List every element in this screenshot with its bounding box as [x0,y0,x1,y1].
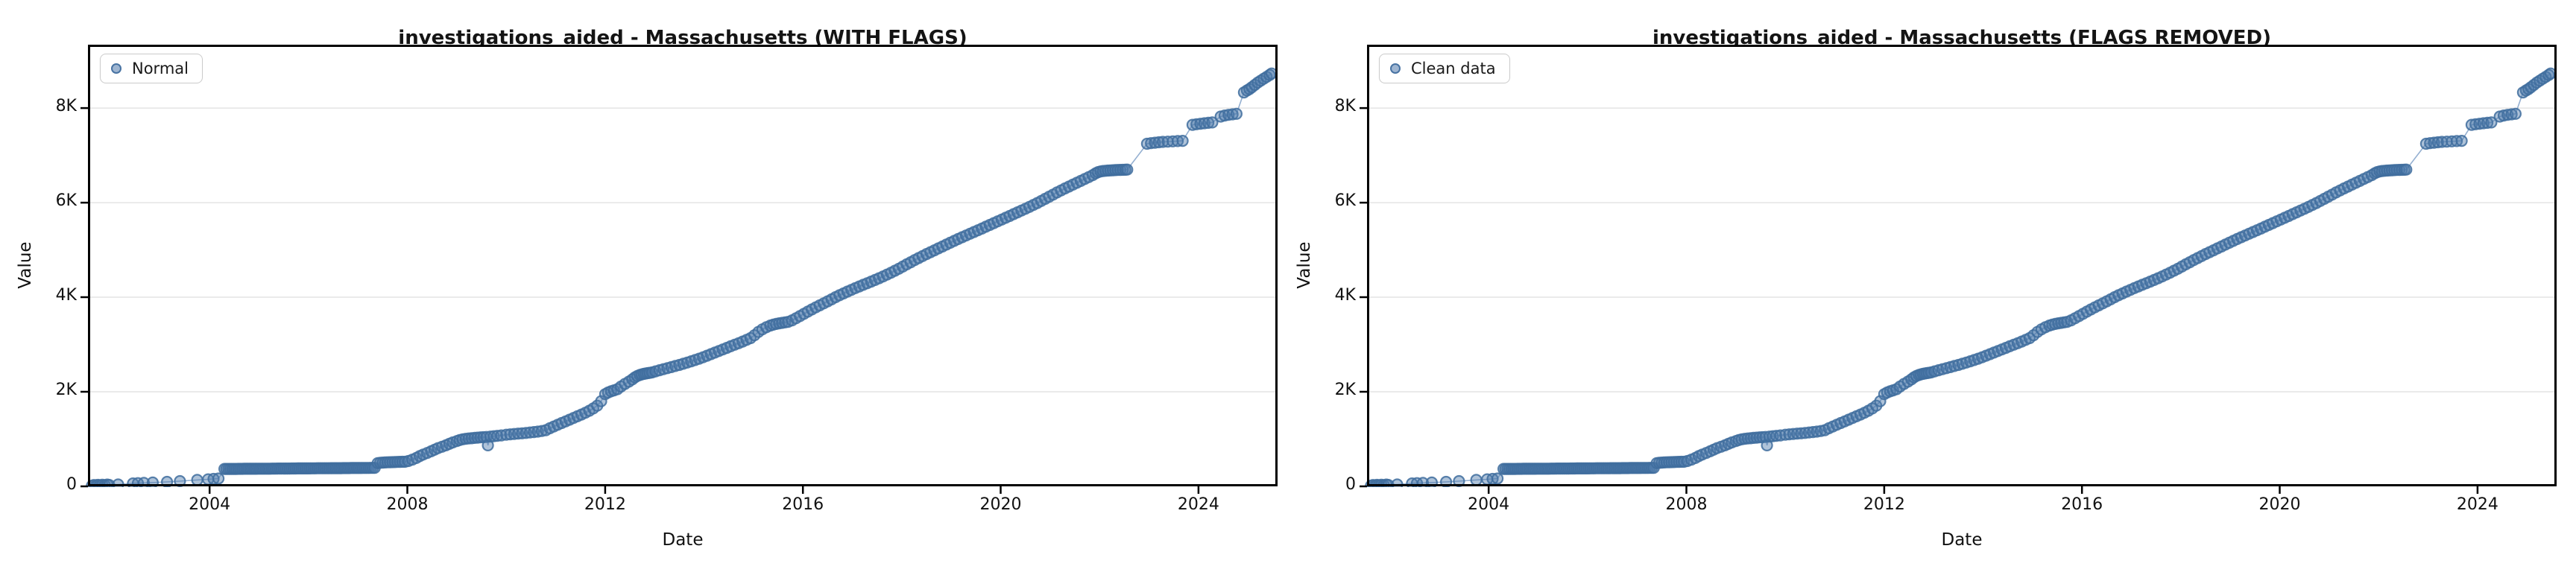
legend-label: Clean data [1411,60,1496,77]
axis-ticks [80,107,1200,494]
x-tick-label: 2008 [1665,495,1708,514]
x-tick-label: 2008 [386,495,429,514]
legend-label: Normal [132,60,189,77]
y-tick-label: 8K [55,97,77,116]
plot-border [1367,45,2557,486]
plot-area: Clean data [1360,45,2557,494]
x-tick-label: 2024 [2456,495,2498,514]
x-tick-label: 2012 [584,495,626,514]
scatter-points [86,67,1278,487]
plot-area: Normal [80,45,1278,494]
axis-ticks [1360,107,2479,494]
gridlines [1367,107,2557,393]
x-tick-label: 2020 [979,495,1022,514]
y-tick-label: 2K [1334,381,1356,400]
plot-border [88,45,1278,486]
x-axis-label: Date [662,530,704,550]
data-layer [86,67,1278,487]
legend-marker-icon [1390,63,1401,74]
scatter-plot-svg [80,45,1278,494]
y-tick-label: 2K [55,381,77,400]
x-tick-label: 2016 [782,495,824,514]
y-tick-label: 4K [1334,286,1356,305]
y-tick-label: 8K [1334,97,1356,116]
x-axis-label: Date [1941,530,1983,550]
legend-marker-icon [111,63,121,74]
y-tick-label: 6K [1334,191,1356,211]
x-tick-label: 2016 [2061,495,2103,514]
x-tick-label: 2024 [1177,495,1219,514]
legend: Normal [100,54,203,83]
trend-line [1371,73,2551,486]
y-tick-label: 6K [55,191,77,211]
data-layer [1365,67,2557,487]
y-tick-label: 4K [55,286,77,305]
x-tick-label: 2004 [1468,495,1510,514]
scatter-points [1365,67,2557,487]
scatter-plot-svg [1360,45,2557,494]
x-tick-label: 2012 [1863,495,1905,514]
x-tick-label: 2004 [189,495,231,514]
x-tick-label: 2020 [2258,495,2301,514]
y-tick-label: 0 [1345,475,1356,494]
gridlines [88,107,1278,393]
legend: Clean data [1379,54,1510,83]
y-tick-label: 0 [66,475,77,494]
